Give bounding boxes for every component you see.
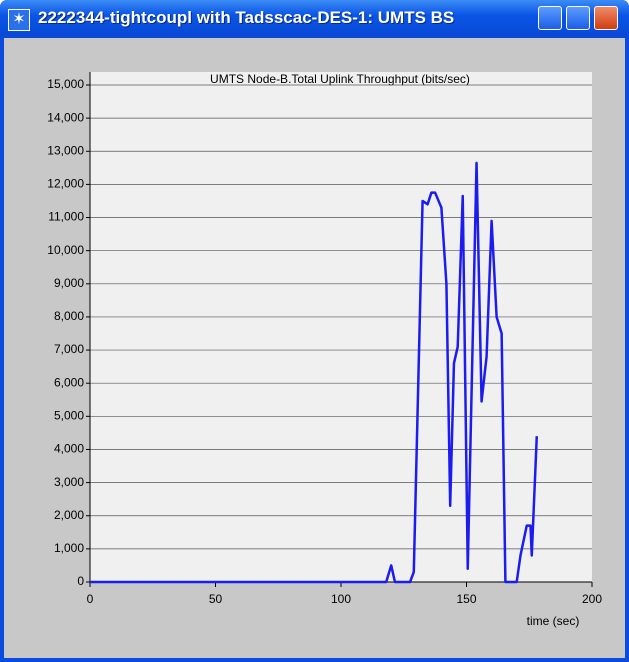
x-tick-label: 50 — [209, 592, 223, 606]
title-bar: ✶ 2222344-tightcoupl with Tadsscac-DES-1… — [0, 0, 629, 38]
window-icon: ✶ — [8, 9, 30, 31]
y-tick-label: 9,000 — [54, 276, 84, 290]
x-tick-label: 100 — [331, 592, 351, 606]
y-tick-label: 14,000 — [47, 110, 84, 124]
y-tick-label: 4,000 — [54, 442, 84, 456]
y-tick-label: 3,000 — [54, 475, 84, 489]
data-line — [90, 161, 539, 584]
y-tick-label: 1,000 — [54, 541, 84, 555]
close-button[interactable] — [594, 6, 618, 30]
chart-title: UMTS Node-B.Total Uplink Throughput (bit… — [210, 72, 470, 86]
x-tick-label: 150 — [456, 592, 476, 606]
y-tick-label: 0 — [77, 574, 84, 588]
x-tick-label: 200 — [582, 592, 602, 606]
y-tick-label: 13,000 — [47, 143, 84, 157]
y-tick-label: 7,000 — [54, 342, 84, 356]
window-title: 2222344-tightcoupl with Tadsscac-DES-1: … — [38, 8, 455, 27]
y-tick-label: 11,000 — [48, 210, 84, 224]
y-tick-label: 6,000 — [54, 375, 84, 389]
x-tick-label: 0 — [87, 592, 94, 606]
minimize-button[interactable] — [538, 6, 562, 30]
y-tick-label: 5,000 — [54, 409, 84, 423]
y-tick-label: 10,000 — [47, 243, 84, 257]
x-axis-label: time (sec) — [527, 614, 580, 628]
y-tick-label: 15,000 — [47, 77, 84, 91]
plot-area — [90, 72, 592, 582]
y-tick-label: 2,000 — [54, 508, 84, 522]
y-tick-label: 8,000 — [54, 309, 84, 323]
y-tick-label: 12,000 — [47, 177, 84, 191]
maximize-button[interactable] — [566, 6, 590, 30]
